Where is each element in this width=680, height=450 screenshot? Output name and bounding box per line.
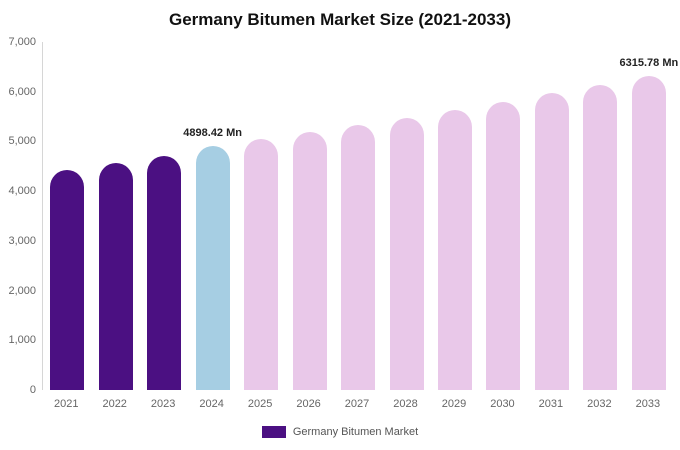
bar-2027[interactable] (341, 125, 376, 390)
y-tick-label: 3,000 (8, 234, 36, 247)
bar-2029[interactable] (437, 109, 472, 390)
y-tick-label: 7,000 (8, 36, 36, 48)
bar-2024[interactable] (195, 146, 230, 390)
bar-slot (43, 42, 91, 390)
bar-2022[interactable] (98, 163, 133, 390)
x-tick-label: 2026 (296, 398, 321, 410)
x-tick-label: 2021 (53, 398, 79, 410)
x-tick-label: 2028 (393, 398, 418, 410)
bar-slot (91, 42, 139, 390)
bar-slot (237, 42, 285, 390)
bar-slot (576, 42, 624, 390)
legend-swatch (261, 426, 286, 438)
x-axis-labels: 2021 2022 2023 2024 2025 2026 2027 2028 2029 2030… (42, 398, 672, 410)
bar-value-label: 4898.42 Mn (183, 127, 242, 140)
bar-2025[interactable] (244, 139, 279, 390)
chart-title: Germany Bitumen Market Size (2021-2033) (168, 10, 512, 29)
legend-item[interactable]: Germany Bitumen Market (0, 426, 680, 438)
bar-2023[interactable] (147, 156, 182, 390)
bar-slot (140, 42, 188, 390)
y-tick-label: 0 (29, 384, 36, 396)
y-axis-labels: 0 1,000 2,000 3,000 4,000 5,000 6,000 7,000 (0, 36, 36, 396)
bar-slot (431, 42, 479, 390)
x-tick-label: 2033 (635, 398, 661, 410)
bar-slot (479, 42, 527, 390)
bar-2030[interactable] (486, 101, 521, 390)
y-tick-label: 1,000 (8, 334, 36, 347)
x-tick-label: 2032 (587, 398, 612, 410)
x-tick-label: 2031 (538, 398, 564, 410)
bar-2028[interactable] (389, 117, 424, 390)
x-tick-label: 2022 (102, 398, 127, 410)
bar-2032[interactable] (583, 84, 618, 390)
legend-label: Germany Bitumen Market (292, 426, 419, 438)
bar-2026[interactable] (292, 132, 327, 390)
bar-slot (285, 42, 333, 390)
y-tick-label: 4,000 (8, 185, 36, 198)
bar-slot: 4898.42 Mn (183, 42, 242, 390)
y-tick-label: 2,000 (8, 284, 36, 297)
bar-value-label: 6315.78 Mn (619, 57, 679, 70)
x-tick-label: 2030 (490, 398, 515, 410)
y-tick-label: 6,000 (8, 85, 36, 98)
bar-2021[interactable] (50, 170, 85, 390)
plot-area: 4898.42 Mn 6315.78 Mn (42, 42, 678, 390)
x-tick-label: 2024 (199, 398, 224, 410)
x-tick-label: 2027 (344, 398, 370, 410)
x-tick-label: 2023 (150, 398, 176, 410)
bar-2031[interactable] (534, 93, 569, 390)
x-tick-label: 2025 (247, 398, 273, 410)
bar-slot (334, 42, 382, 390)
y-tick-label: 5,000 (8, 135, 36, 148)
bar-slot (382, 42, 430, 390)
bar-slot (528, 42, 576, 390)
x-tick-label: 2029 (441, 398, 467, 410)
bar-2033[interactable] (631, 76, 666, 390)
bar-slot: 6315.78 Mn (620, 42, 678, 390)
